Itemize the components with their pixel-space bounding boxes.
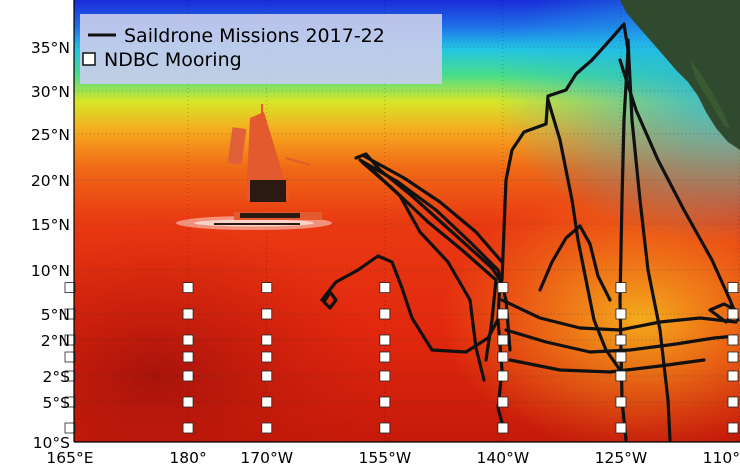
- lon-tick-label: 165°E: [46, 449, 93, 467]
- mooring-marker: [615, 370, 627, 382]
- mooring-marker: [497, 422, 509, 434]
- mooring-marker: [497, 396, 509, 408]
- mooring-marker: [497, 370, 509, 382]
- mooring-marker: [497, 282, 509, 294]
- mooring-marker: [182, 422, 194, 434]
- mooring-marker: [182, 334, 194, 346]
- mooring-marker: [497, 308, 509, 320]
- mooring-marker: [615, 422, 627, 434]
- mooring-marker: [615, 282, 627, 294]
- baja-peninsula: [690, 60, 730, 128]
- track-14: [508, 358, 706, 374]
- mooring-marker: [182, 308, 194, 320]
- mooring-marker: [615, 351, 627, 363]
- mooring-marker: [64, 282, 76, 294]
- saildrone-icon: [176, 104, 332, 230]
- mooring-marker: [261, 422, 273, 434]
- land-mass: [620, 0, 740, 150]
- lat-tick-label: 35°N: [31, 39, 70, 57]
- mooring-marker: [379, 282, 391, 294]
- track-8: [500, 22, 630, 442]
- longitude-tick-labels: 165°E 180° 170°W 155°W 140°W 125°W 110°: [46, 449, 740, 467]
- lat-tick-label: 25°N: [31, 126, 70, 144]
- saildrone-tracks: [320, 22, 740, 442]
- lon-tick-label: 170°W: [240, 449, 293, 467]
- mooring-marker: [379, 308, 391, 320]
- lat-tick-label: 10°N: [31, 262, 70, 280]
- track-5: [366, 164, 486, 382]
- mooring-marker: [64, 422, 76, 434]
- lat-tick-label: 15°N: [31, 216, 70, 234]
- mooring-marker: [182, 396, 194, 408]
- latitude-tick-labels: 35°N 30°N 25°N 20°N 15°N 10°N 5°N 2°N 2°S 5°S 10°S: [31, 39, 70, 452]
- mooring-marker: [261, 334, 273, 346]
- mooring-marker: [497, 351, 509, 363]
- mooring-marker: [64, 370, 76, 382]
- track-1: [354, 152, 506, 432]
- mooring-marker: [615, 308, 627, 320]
- lat-tick-label: 5°S: [43, 394, 70, 412]
- mooring-marker: [727, 396, 739, 408]
- mooring-marker: [615, 396, 627, 408]
- mooring-marker: [261, 370, 273, 382]
- legend-box: [80, 14, 442, 84]
- lat-tick-label: 10°S: [33, 434, 70, 452]
- mooring-marker: [727, 422, 739, 434]
- mooring-marker: [379, 351, 391, 363]
- mooring-marker: [64, 396, 76, 408]
- mooring-marker: [182, 370, 194, 382]
- mooring-marker: [379, 422, 391, 434]
- mooring-marker: [727, 351, 739, 363]
- mooring-marker: [261, 308, 273, 320]
- mooring-marker: [727, 282, 739, 294]
- lon-tick-label: 180°: [169, 449, 206, 467]
- track-11: [546, 98, 622, 372]
- legend: Saildrone Missions 2017-22 NDBC Mooring: [80, 14, 442, 84]
- mooring-marker: [379, 334, 391, 346]
- lat-tick-label: 2°N: [41, 332, 70, 350]
- track-10: [618, 58, 740, 322]
- track-9: [626, 38, 672, 442]
- track-12: [500, 298, 738, 332]
- track-6: [320, 254, 504, 354]
- lat-tick-label: 5°N: [41, 306, 70, 324]
- mooring-marker: [615, 334, 627, 346]
- lat-tick-label: 20°N: [31, 172, 70, 190]
- lat-tick-label: 30°N: [31, 83, 70, 101]
- track-15: [538, 224, 612, 302]
- mooring-marker: [182, 282, 194, 294]
- track-7: [322, 290, 338, 310]
- legend-mooring-label: NDBC Mooring: [104, 49, 242, 71]
- mooring-marker: [379, 370, 391, 382]
- track-2: [358, 158, 512, 352]
- mooring-marker: [497, 334, 509, 346]
- mooring-marker: [261, 351, 273, 363]
- mooring-marker: [261, 396, 273, 408]
- legend-mooring-swatch: [82, 52, 96, 66]
- mooring-marker: [379, 396, 391, 408]
- track-4: [362, 154, 504, 264]
- mooring-marker: [182, 351, 194, 363]
- track-13: [504, 328, 738, 354]
- mooring-marker: [261, 282, 273, 294]
- legend-track-label: Saildrone Missions 2017-22: [124, 25, 385, 47]
- mooring-marker: [727, 334, 739, 346]
- lon-tick-label: 125°W: [595, 449, 648, 467]
- mooring-marker: [64, 308, 76, 320]
- mooring-marker: [727, 370, 739, 382]
- lon-tick-label: 155°W: [358, 449, 411, 467]
- ndbc-moorings: [64, 282, 739, 434]
- lon-tick-label: 110°: [703, 449, 740, 467]
- lat-tick-label: 2°S: [43, 368, 70, 386]
- mooring-marker: [64, 351, 76, 363]
- mooring-marker: [727, 308, 739, 320]
- mooring-marker: [64, 334, 76, 346]
- lon-tick-label: 140°W: [477, 449, 530, 467]
